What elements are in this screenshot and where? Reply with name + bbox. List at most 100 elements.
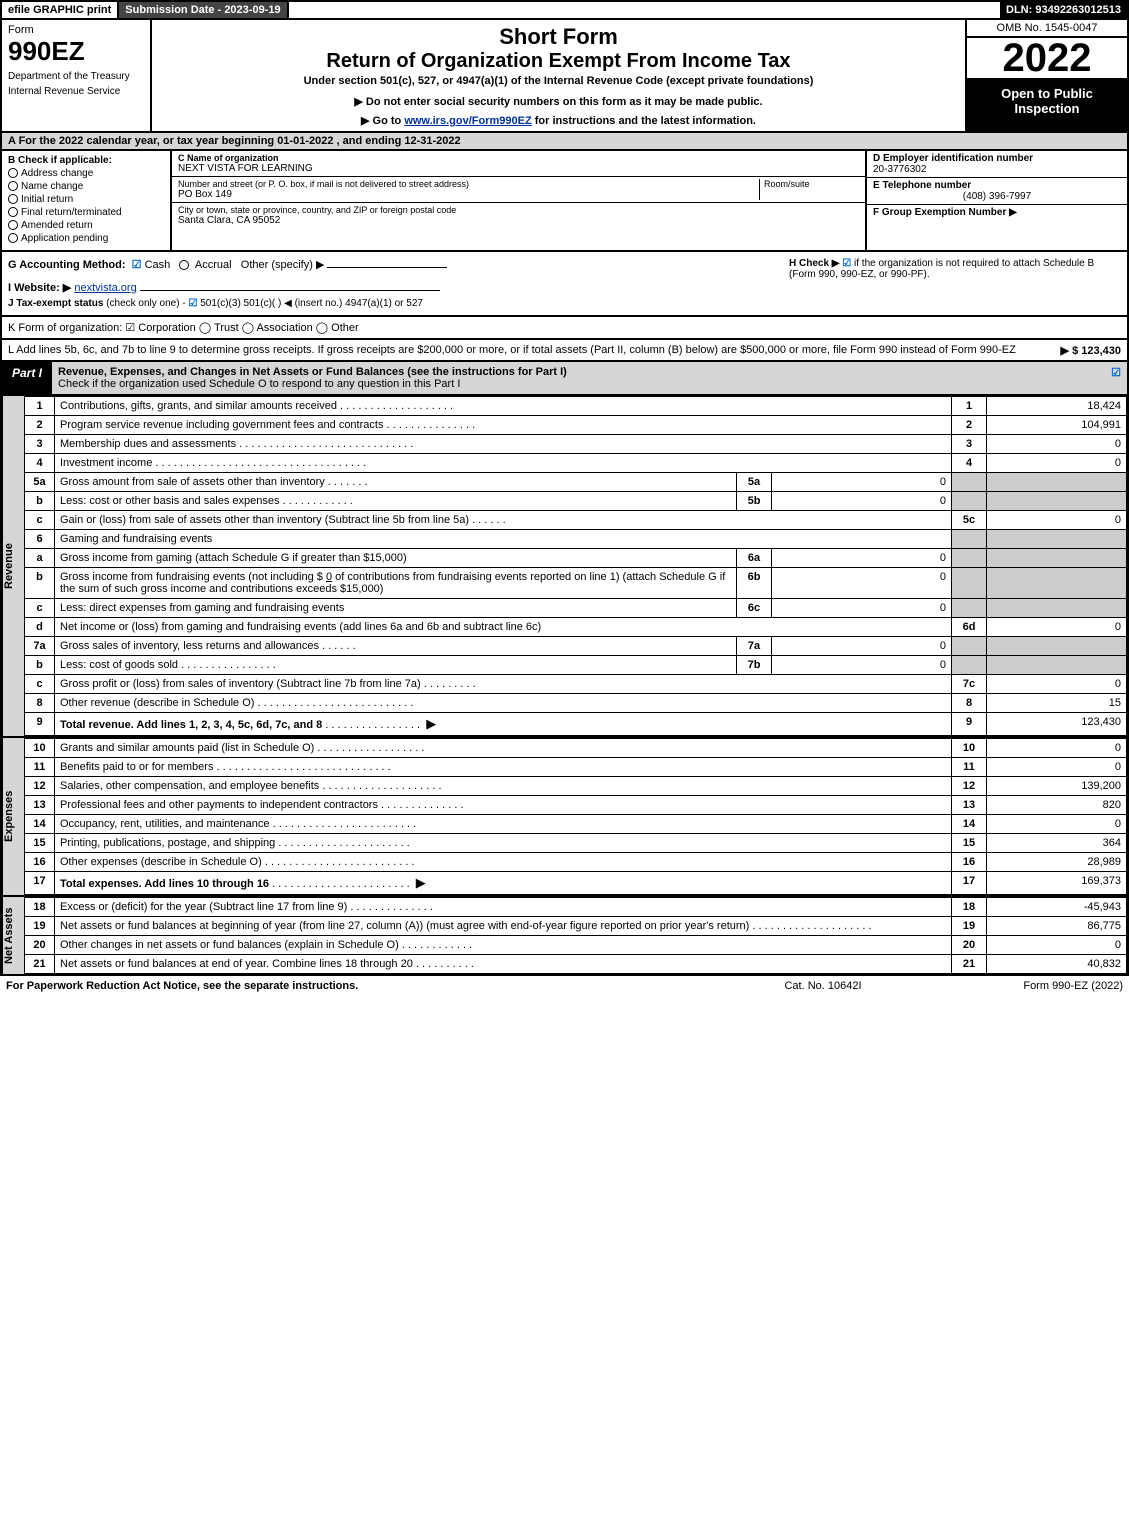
form-header: Form 990EZ Department of the Treasury In…: [0, 20, 1129, 133]
g-other: Other (specify) ▶: [241, 259, 325, 271]
group-exemption-label: F Group Exemption Number ▶: [873, 207, 1017, 218]
ssn-warning: ▶ Do not enter social security numbers o…: [158, 95, 959, 108]
row-l-text: L Add lines 5b, 6c, and 7b to line 9 to …: [8, 344, 1016, 356]
line-7a: 7aGross sales of inventory, less returns…: [25, 637, 1127, 656]
line-12: 12Salaries, other compensation, and empl…: [25, 777, 1127, 796]
topbar-spacer: [289, 2, 1000, 18]
phone-block: E Telephone number (408) 396-7997: [867, 178, 1127, 205]
line-15: 15Printing, publications, postage, and s…: [25, 834, 1127, 853]
revenue-side-label: Revenue: [2, 396, 24, 736]
submission-date: Submission Date - 2023-09-19: [119, 2, 288, 18]
expenses-side-label: Expenses: [2, 738, 24, 895]
row-k-org-form: K Form of organization: ☑ Corporation ◯ …: [0, 317, 1129, 340]
efile-print[interactable]: efile GRAPHIC print: [2, 2, 119, 18]
row-a-tax-year: A For the 2022 calendar year, or tax yea…: [0, 133, 1129, 151]
cb-amended-return[interactable]: Amended return: [8, 220, 164, 231]
group-exemption-block: F Group Exemption Number ▶: [867, 205, 1127, 250]
header-right: OMB No. 1545-0047 2022 Open to Public In…: [967, 20, 1127, 131]
part1-check-text: Check if the organization used Schedule …: [58, 378, 460, 390]
netassets-table: 18Excess or (deficit) for the year (Subt…: [24, 897, 1127, 974]
line-14: 14Occupancy, rent, utilities, and mainte…: [25, 815, 1127, 834]
row-l-gross-receipts: L Add lines 5b, 6c, and 7b to line 9 to …: [0, 340, 1129, 362]
website-link[interactable]: nextvista.org: [74, 282, 136, 294]
line-6b: bGross income from fundraising events (n…: [25, 568, 1127, 599]
form-number: 990EZ: [8, 36, 144, 67]
line-9: 9Total revenue. Add lines 1, 2, 3, 4, 5c…: [25, 713, 1127, 736]
line-11: 11Benefits paid to or for members . . . …: [25, 758, 1127, 777]
line-5a: 5aGross amount from sale of assets other…: [25, 473, 1127, 492]
line-6c: cLess: direct expenses from gaming and f…: [25, 599, 1127, 618]
addr-value: PO Box 149: [178, 189, 759, 200]
i-label: I Website: ▶: [8, 282, 71, 294]
line-1: 1Contributions, gifts, grants, and simil…: [25, 397, 1127, 416]
tax-year: 2022: [967, 38, 1127, 80]
box-b-label: B Check if applicable:: [8, 155, 164, 166]
cb-name-change[interactable]: Name change: [8, 181, 164, 192]
link-pre: ▶ Go to: [361, 115, 404, 127]
501c3-check-icon: ☑: [188, 298, 197, 309]
org-name: NEXT VISTA FOR LEARNING: [178, 163, 859, 174]
line-20: 20Other changes in net assets or fund ba…: [25, 936, 1127, 955]
cb-application-pending[interactable]: Application pending: [8, 233, 164, 244]
dept-irs: Internal Revenue Service: [8, 86, 144, 97]
g-label: G Accounting Method:: [8, 259, 126, 271]
ein-value: 20-3776302: [873, 164, 1121, 175]
ein-label: D Employer identification number: [873, 153, 1121, 164]
irs-link-line: ▶ Go to www.irs.gov/Form990EZ for instru…: [158, 114, 959, 127]
line-5b: bLess: cost or other basis and sales exp…: [25, 492, 1127, 511]
line-18: 18Excess or (deficit) for the year (Subt…: [25, 898, 1127, 917]
city-row: City or town, state or province, country…: [172, 203, 865, 250]
dept-treasury: Department of the Treasury: [8, 71, 144, 82]
line-6a: aGross income from gaming (attach Schedu…: [25, 549, 1127, 568]
org-name-row: C Name of organization NEXT VISTA FOR LE…: [172, 151, 865, 177]
j-sub: (check only one) -: [106, 298, 185, 309]
form-label: Form: [8, 24, 144, 36]
row-g-h: G Accounting Method: ☑ Cash Accrual Othe…: [0, 252, 1129, 317]
line-4: 4Investment income . . . . . . . . . . .…: [25, 454, 1127, 473]
line-7b: bLess: cost of goods sold . . . . . . . …: [25, 656, 1127, 675]
h-check-icon: ☑: [842, 258, 851, 269]
row-l-amount: ▶ $ 123,430: [1061, 344, 1121, 357]
j-label: J Tax-exempt status: [8, 298, 103, 309]
dln-number: DLN: 93492263012513: [1000, 2, 1127, 18]
line-13: 13Professional fees and other payments t…: [25, 796, 1127, 815]
g-cash: Cash: [145, 259, 171, 271]
g-left: G Accounting Method: ☑ Cash Accrual Othe…: [8, 258, 781, 309]
cash-check-icon: ☑: [132, 259, 142, 271]
accrual-radio-icon[interactable]: [179, 260, 189, 270]
addr-label: Number and street (or P. O. box, if mail…: [178, 179, 759, 189]
part1-checkbox[interactable]: ☑: [1105, 362, 1127, 394]
cb-final-return[interactable]: Final return/terminated: [8, 207, 164, 218]
city-value: Santa Clara, CA 95052: [178, 215, 859, 226]
line-8: 8Other revenue (describe in Schedule O) …: [25, 694, 1127, 713]
expenses-section: Expenses 10Grants and similar amounts pa…: [0, 738, 1129, 897]
box-b-checkboxes: B Check if applicable: Address change Na…: [2, 151, 172, 250]
paperwork-notice: For Paperwork Reduction Act Notice, see …: [6, 980, 723, 992]
header-left: Form 990EZ Department of the Treasury In…: [2, 20, 152, 131]
irs-link[interactable]: www.irs.gov/Form990EZ: [404, 115, 531, 127]
line-19: 19Net assets or fund balances at beginni…: [25, 917, 1127, 936]
room-suite-label: Room/suite: [759, 179, 859, 200]
line-16: 16Other expenses (describe in Schedule O…: [25, 853, 1127, 872]
phone-label: E Telephone number: [873, 180, 1121, 191]
cat-number: Cat. No. 10642I: [723, 980, 923, 992]
line-2: 2Program service revenue including gover…: [25, 416, 1127, 435]
org-name-label: C Name of organization: [178, 153, 859, 163]
part1-header: Part I Revenue, Expenses, and Changes in…: [0, 362, 1129, 396]
h-label: H Check ▶: [789, 258, 839, 269]
org-info-row: B Check if applicable: Address change Na…: [0, 151, 1129, 252]
title-return: Return of Organization Exempt From Incom…: [158, 50, 959, 73]
line-6d: dNet income or (loss) from gaming and fu…: [25, 618, 1127, 637]
revenue-table: 1Contributions, gifts, grants, and simil…: [24, 396, 1127, 736]
inspection-notice: Open to Public Inspection: [967, 80, 1127, 131]
box-c-org: C Name of organization NEXT VISTA FOR LE…: [172, 151, 867, 250]
page-footer: For Paperwork Reduction Act Notice, see …: [0, 976, 1129, 996]
form-ref: Form 990-EZ (2022): [923, 980, 1123, 992]
cb-address-change[interactable]: Address change: [8, 168, 164, 179]
line-10: 10Grants and similar amounts paid (list …: [25, 739, 1127, 758]
address-row: Number and street (or P. O. box, if mail…: [172, 177, 865, 203]
link-post: for instructions and the latest informat…: [532, 115, 756, 127]
expenses-table: 10Grants and similar amounts paid (list …: [24, 738, 1127, 895]
cb-initial-return[interactable]: Initial return: [8, 194, 164, 205]
g-other-blank[interactable]: [327, 267, 447, 268]
